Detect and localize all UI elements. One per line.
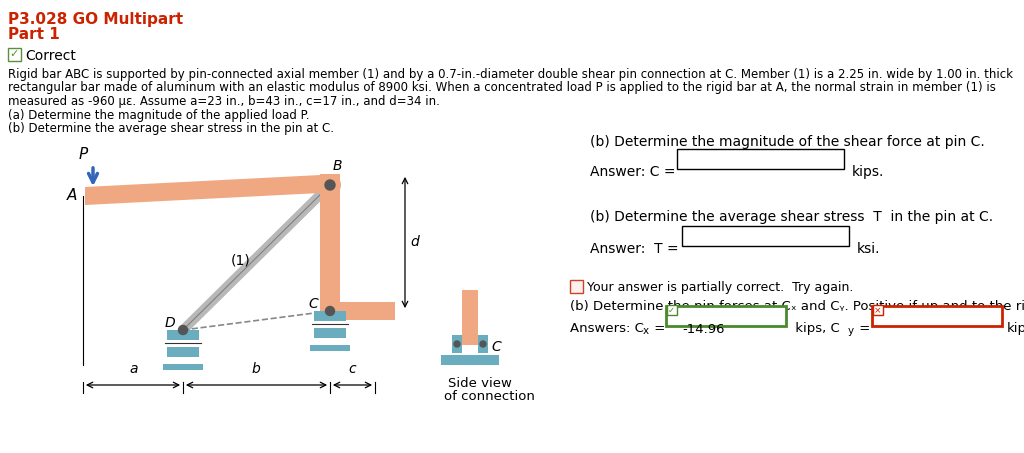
Text: D: D (165, 316, 176, 330)
Text: kips.: kips. (1007, 322, 1024, 335)
Text: =: = (650, 322, 670, 335)
Circle shape (325, 180, 335, 190)
Text: B: B (333, 159, 342, 173)
Circle shape (178, 326, 187, 334)
Bar (667, 305, 677, 315)
Text: d: d (410, 235, 419, 249)
Text: Side view: Side view (449, 377, 512, 390)
Text: b: b (252, 362, 260, 376)
Text: ×: × (874, 306, 882, 315)
Text: kips, C: kips, C (791, 322, 840, 335)
Text: c: c (348, 362, 355, 376)
Text: (b) Determine the average shear stress  T  in the pin at C.: (b) Determine the average shear stress T… (590, 210, 993, 224)
Bar (462, 290, 478, 345)
Text: (b) Determine the magnitude of the shear force at pin C.: (b) Determine the magnitude of the shear… (590, 135, 985, 149)
Wedge shape (319, 174, 341, 196)
Text: C: C (308, 297, 317, 311)
Bar (314, 311, 346, 321)
Circle shape (454, 341, 460, 347)
Text: (b) Determine the average shear stress in the pin at C.: (b) Determine the average shear stress i… (8, 122, 334, 135)
Text: ksi.: ksi. (857, 242, 881, 256)
Bar (441, 355, 499, 365)
Bar (314, 328, 346, 338)
Bar (452, 335, 462, 353)
Text: x: x (643, 326, 649, 336)
FancyBboxPatch shape (682, 226, 849, 246)
Text: Correct: Correct (25, 49, 76, 63)
Bar (478, 335, 488, 353)
Circle shape (326, 307, 335, 315)
Bar (167, 330, 199, 340)
Text: Answers: C: Answers: C (570, 322, 644, 335)
Circle shape (480, 341, 486, 347)
Text: Your answer is partially correct.  Try again.: Your answer is partially correct. Try ag… (587, 281, 853, 294)
Polygon shape (85, 174, 340, 205)
Text: of connection: of connection (444, 390, 535, 403)
Bar (8, 48, 22, 61)
Text: Answer: C =: Answer: C = (590, 165, 680, 179)
Text: kips.: kips. (852, 165, 885, 179)
FancyBboxPatch shape (666, 306, 786, 326)
Bar (163, 364, 203, 370)
Text: -14.96: -14.96 (682, 323, 725, 336)
Text: y: y (848, 326, 854, 336)
Text: Answer:  T =: Answer: T = (590, 242, 683, 256)
Polygon shape (340, 302, 395, 320)
Text: C: C (490, 340, 501, 354)
Text: (1): (1) (231, 254, 251, 268)
Bar (167, 347, 199, 357)
Text: A: A (67, 188, 78, 203)
Bar (310, 345, 350, 351)
Text: ✓: ✓ (9, 49, 18, 59)
Text: (a) Determine the magnitude of the applied load P.: (a) Determine the magnitude of the appli… (8, 109, 309, 121)
Text: a: a (130, 362, 138, 376)
FancyBboxPatch shape (872, 306, 1002, 326)
Text: Rigid bar ABC is supported by pin-connected axial member (1) and by a 0.7-in.-di: Rigid bar ABC is supported by pin-connec… (8, 68, 1013, 81)
Text: Part 1: Part 1 (8, 27, 59, 42)
Text: rectangular bar made of aluminum with an elastic modulus of 8900 ksi. When a con: rectangular bar made of aluminum with an… (8, 82, 996, 95)
Bar (570, 280, 583, 293)
Text: ✓: ✓ (668, 306, 675, 315)
Polygon shape (319, 174, 340, 318)
Text: =: = (855, 322, 874, 335)
Bar (873, 305, 883, 315)
Text: P3.028 GO Multipart: P3.028 GO Multipart (8, 12, 183, 27)
Text: /: / (571, 281, 575, 294)
Text: measured as -960 με. Assume a=23 in., b=43 in., c=17 in., and d=34 in.: measured as -960 με. Assume a=23 in., b=… (8, 95, 440, 108)
FancyBboxPatch shape (677, 149, 844, 169)
Text: (b) Determine the pin forces at Cₓ and Cᵧ. Positive if up and to the right.: (b) Determine the pin forces at Cₓ and C… (570, 300, 1024, 313)
Text: P: P (79, 147, 88, 162)
